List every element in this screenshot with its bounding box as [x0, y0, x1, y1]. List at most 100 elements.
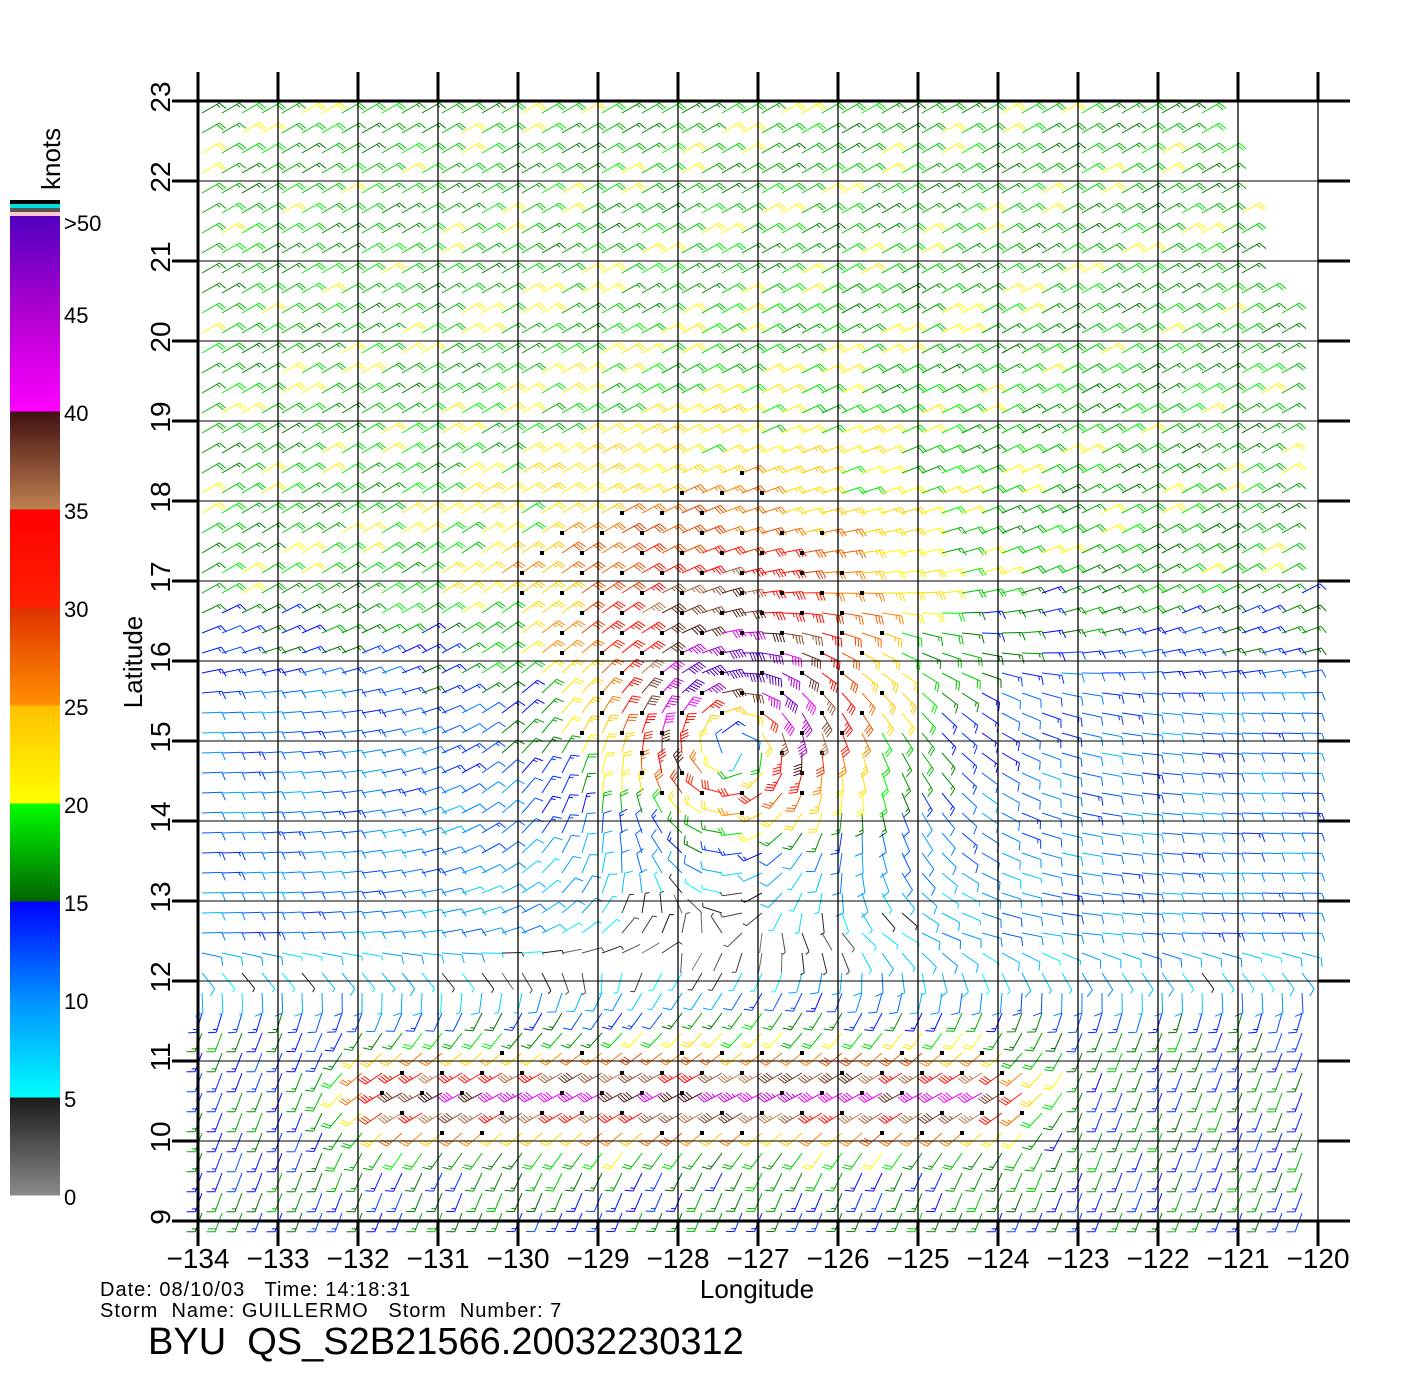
- wind-barb: [806, 852, 823, 873]
- wind-barb: [1081, 282, 1107, 294]
- wind-barb: [1161, 832, 1185, 843]
- wind-barb: [561, 442, 587, 454]
- wind-barb: [1121, 302, 1147, 314]
- wind-barb: [1181, 752, 1205, 763]
- colorbar-segment: [10, 215, 60, 314]
- wind-barb: [1281, 502, 1307, 514]
- wind-barb: [601, 462, 627, 474]
- wind-barb: [1181, 852, 1205, 863]
- wind-barb: [801, 612, 825, 624]
- wind-barb: [981, 752, 999, 774]
- wind-barb: [901, 932, 920, 948]
- wind-barb: [1021, 932, 1044, 946]
- wind-barb: [541, 202, 567, 214]
- wind-barb: [721, 282, 747, 294]
- wind-barb: [517, 1091, 543, 1103]
- wind-barb: [998, 1092, 1023, 1106]
- wind-barb: [461, 442, 487, 454]
- wind-barb: [261, 851, 286, 860]
- wind-barb: [681, 423, 707, 434]
- rain-flag-marker: [780, 651, 784, 655]
- wind-barb: [401, 909, 427, 918]
- wind-barb: [781, 932, 786, 956]
- wind-barb: [1161, 932, 1186, 943]
- wind-barb: [841, 303, 867, 314]
- wind-barb: [815, 752, 825, 778]
- wind-barb: [1281, 647, 1307, 656]
- wind-barb: [521, 302, 547, 314]
- wind-barb: [1061, 912, 1085, 925]
- wind-barb: [461, 703, 487, 714]
- wind-barb: [957, 1092, 983, 1104]
- wind-barb: [1127, 1012, 1143, 1034]
- wind-barb: [1107, 1012, 1123, 1034]
- wind-barb: [652, 788, 663, 814]
- wind-barb: [921, 403, 947, 414]
- wind-barb: [441, 764, 467, 774]
- wind-barb: [439, 1132, 463, 1147]
- wind-barb: [381, 1032, 403, 1050]
- wind-barb: [781, 632, 804, 645]
- wind-barb: [841, 632, 862, 648]
- wind-barb: [1121, 443, 1147, 454]
- wind-barb: [601, 1152, 623, 1170]
- wind-barb: [919, 1132, 943, 1147]
- wind-barb: [1201, 222, 1227, 234]
- wind-barb: [681, 564, 707, 574]
- wind-barb: [1121, 712, 1145, 725]
- wind-barb: [338, 1092, 363, 1106]
- wind-barb: [721, 720, 746, 734]
- rain-flag-marker: [980, 1111, 984, 1115]
- wind-barb: [441, 972, 455, 993]
- wind-barb: [1201, 322, 1227, 334]
- wind-barb: [1261, 402, 1287, 414]
- wind-barb: [761, 692, 781, 710]
- wind-barb: [401, 623, 427, 634]
- wind-barb: [481, 801, 506, 814]
- wind-barb: [681, 504, 707, 514]
- wind-barb: [1181, 543, 1207, 554]
- wind-barb: [621, 302, 647, 314]
- rain-flag-marker: [720, 711, 724, 715]
- wind-barb: [477, 1092, 503, 1103]
- wind-barb: [201, 542, 227, 554]
- wind-barb: [697, 1072, 723, 1084]
- wind-barb: [1021, 545, 1047, 554]
- wind-barb: [1066, 1112, 1083, 1133]
- rain-flag-marker: [600, 691, 604, 695]
- wind-barb: [1161, 563, 1187, 574]
- wind-barb: [1241, 362, 1267, 374]
- wind-barb: [1121, 463, 1147, 474]
- wind-barb: [241, 562, 267, 574]
- wind-barb: [881, 507, 907, 516]
- wind-barb: [381, 869, 407, 878]
- wind-barb: [821, 363, 847, 374]
- wind-barb: [459, 1132, 483, 1147]
- wind-barb: [541, 222, 567, 234]
- wind-barb: [481, 906, 507, 914]
- wind-barb: [334, 992, 343, 1017]
- wind-barb: [1206, 1112, 1223, 1133]
- wind-barb: [221, 851, 246, 861]
- wind-barb: [541, 541, 566, 554]
- wind-barb: [861, 612, 884, 625]
- wind-barb: [660, 1032, 683, 1049]
- wind-barb: [702, 992, 723, 1011]
- wind-barb: [266, 1072, 283, 1093]
- wind-barb: [978, 1112, 1003, 1126]
- wind-barb: [1201, 692, 1226, 702]
- wind-barb: [861, 632, 882, 648]
- wind-barb: [478, 1052, 503, 1066]
- wind-barb: [921, 732, 935, 757]
- wind-barb: [1246, 1192, 1263, 1213]
- wind-barb: [701, 1152, 723, 1170]
- wind-barb: [1101, 972, 1114, 997]
- wind-barb: [1281, 322, 1307, 334]
- wind-barb: [761, 162, 787, 174]
- wind-barb: [962, 1152, 983, 1171]
- wind-barb: [1066, 1172, 1083, 1193]
- wind-barb: [481, 641, 506, 654]
- wind-barb: [1161, 972, 1174, 997]
- rain-flag-marker: [820, 691, 824, 695]
- wind-barb: [1021, 630, 1047, 640]
